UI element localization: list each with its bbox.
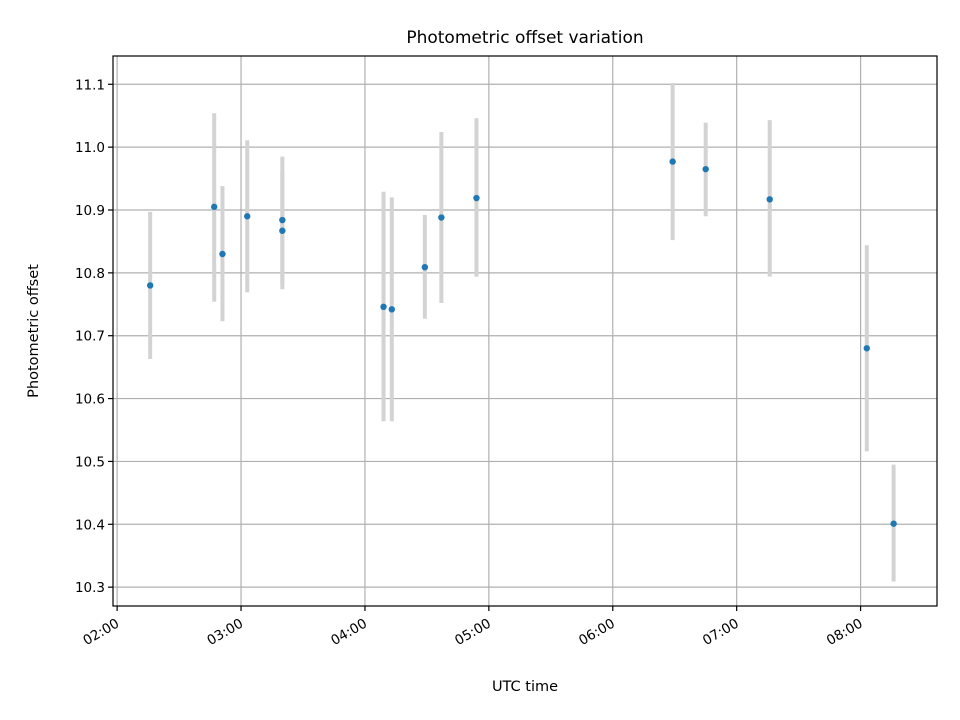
data-point xyxy=(279,227,286,234)
data-point xyxy=(380,303,387,310)
data-point xyxy=(766,196,773,203)
data-point xyxy=(473,194,480,202)
data-point xyxy=(863,345,870,352)
data-point xyxy=(669,158,676,165)
y-tick-label: 10.5 xyxy=(75,454,105,470)
y-axis-label: Photometric offset xyxy=(26,264,42,398)
data-point xyxy=(702,165,709,173)
y-tick-label: 10.8 xyxy=(75,266,105,282)
data-point xyxy=(421,264,429,271)
x-axis-label: UTC time xyxy=(492,679,558,695)
chart-title: Photometric offset variation xyxy=(406,28,643,48)
y-tick-label: 10.3 xyxy=(75,580,105,596)
data-point xyxy=(388,306,395,313)
y-tick-label: 10.7 xyxy=(75,329,105,345)
data-point xyxy=(219,250,226,258)
data-point xyxy=(438,214,445,221)
data-point xyxy=(890,520,897,527)
y-tick-label: 10.6 xyxy=(75,392,105,408)
y-tick-label: 10.4 xyxy=(75,517,105,533)
data-points xyxy=(146,158,897,527)
plot-frame xyxy=(112,55,938,607)
y-tick-label: 10.9 xyxy=(75,203,105,219)
data-point xyxy=(146,282,154,289)
grid xyxy=(113,56,937,606)
data-point xyxy=(244,213,251,220)
y-tick-label: 11.1 xyxy=(75,77,105,93)
data-point xyxy=(210,203,218,211)
y-axis-ticks: 10.3 10.4 10.5 10.6 10.7 10.8 10.9 11.0 11.1 xyxy=(75,77,113,596)
data-point xyxy=(279,216,286,224)
y-tick-label: 11.0 xyxy=(75,140,105,156)
